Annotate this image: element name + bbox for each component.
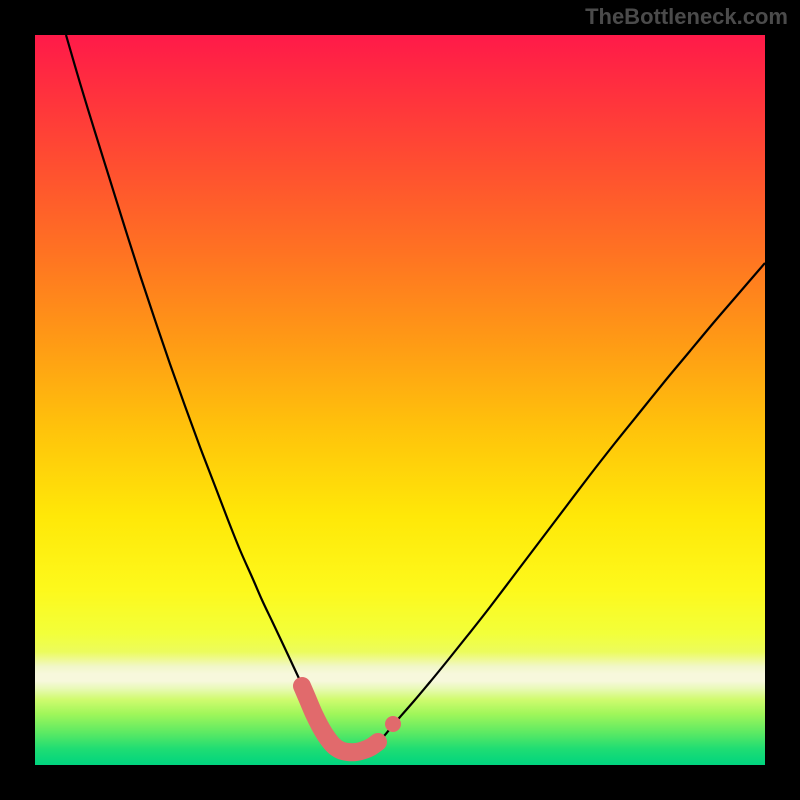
watermark-text: TheBottleneck.com xyxy=(585,4,788,30)
bottleneck-chart xyxy=(0,0,800,800)
gradient-panel xyxy=(35,35,765,765)
valley-marker-dot xyxy=(385,716,401,732)
